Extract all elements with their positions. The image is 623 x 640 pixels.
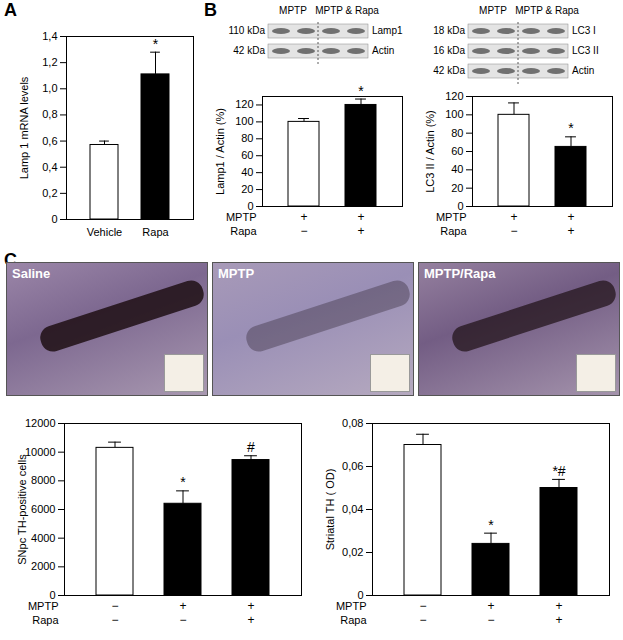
svg-text:4000: 4000 <box>31 532 55 544</box>
svg-text:#: # <box>247 439 255 455</box>
svg-text:Actin: Actin <box>572 65 594 76</box>
html-text:MPTP/Rapa: MPTP/Rapa <box>424 266 496 281</box>
svg-text:10000: 10000 <box>25 446 56 458</box>
svg-text:Lamp 1 mRNA levels: Lamp 1 mRNA levels <box>18 76 30 179</box>
svg-text:18 kDa: 18 kDa <box>433 25 465 36</box>
svg-text:Striatal TH ( OD): Striatal TH ( OD) <box>324 469 336 551</box>
svg-text:0,2: 0,2 <box>42 187 57 199</box>
svg-text:−: − <box>300 224 307 238</box>
svg-text:0,04: 0,04 <box>342 503 363 515</box>
svg-text:Lamp1: Lamp1 <box>372 25 403 36</box>
svg-text:MPTP: MPTP <box>436 211 467 223</box>
svg-text:120: 120 <box>235 98 253 110</box>
svg-text:+: + <box>510 210 517 224</box>
svg-text:−: − <box>510 224 517 238</box>
svg-text:−: − <box>111 613 118 627</box>
svg-text:0,02: 0,02 <box>342 546 363 558</box>
svg-text:0,06: 0,06 <box>342 460 363 472</box>
svg-text:+: + <box>247 613 254 627</box>
svg-text:12000: 12000 <box>25 417 56 429</box>
svg-text:*: * <box>568 120 574 136</box>
svg-text:*: * <box>488 517 494 533</box>
svg-text:+: + <box>555 613 562 627</box>
svg-text:Rapa: Rapa <box>340 614 367 626</box>
svg-text:LC3 I: LC3 I <box>572 25 596 36</box>
svg-text:+: + <box>567 224 574 238</box>
svg-text:*: * <box>180 474 186 490</box>
svg-text:120: 120 <box>445 90 463 102</box>
svg-text:+: + <box>179 599 186 613</box>
svg-text:0,6: 0,6 <box>42 135 57 147</box>
svg-text:MPTP & Rapa: MPTP & Rapa <box>515 5 579 16</box>
html-text:B: B <box>204 0 217 20</box>
html-text:Saline: Saline <box>12 266 51 281</box>
svg-text:60: 60 <box>451 145 463 157</box>
svg-text:+: + <box>357 224 364 238</box>
html-text:A: A <box>4 0 17 20</box>
svg-text:MPTP & Rapa: MPTP & Rapa <box>315 5 379 16</box>
svg-text:Vehicle: Vehicle <box>87 226 122 238</box>
html-text:C: C <box>4 250 17 270</box>
svg-text:Lamp1 / Actin (%): Lamp1 / Actin (%) <box>214 108 226 195</box>
svg-text:0: 0 <box>457 200 464 212</box>
svg-text:−: − <box>179 613 186 627</box>
svg-text:20: 20 <box>451 182 463 194</box>
svg-text:Rapa: Rapa <box>32 614 59 626</box>
svg-text:8000: 8000 <box>31 474 55 486</box>
svg-text:Rapa: Rapa <box>142 226 169 238</box>
svg-text:6000: 6000 <box>31 503 55 515</box>
svg-text:MPTP: MPTP <box>226 211 257 223</box>
svg-text:1,0: 1,0 <box>42 82 57 94</box>
html-text:MPTP: MPTP <box>218 266 255 281</box>
svg-text:1,4: 1,4 <box>42 30 57 42</box>
svg-text:Actin: Actin <box>372 45 394 56</box>
svg-text:−: − <box>419 599 426 613</box>
svg-text:*#: *# <box>552 463 565 479</box>
svg-text:MPTP: MPTP <box>279 5 307 16</box>
svg-text:+: + <box>247 599 254 613</box>
svg-text:0: 0 <box>51 213 57 225</box>
svg-text:0,4: 0,4 <box>42 161 57 173</box>
svg-text:0,08: 0,08 <box>342 417 363 429</box>
svg-text:16 kDa: 16 kDa <box>433 45 465 56</box>
svg-text:80: 80 <box>451 127 463 139</box>
svg-text:MPTP: MPTP <box>479 5 507 16</box>
svg-text:MPTP: MPTP <box>336 600 367 612</box>
svg-text:−: − <box>487 613 494 627</box>
svg-text:0: 0 <box>357 589 364 601</box>
svg-text:42 kDa: 42 kDa <box>233 45 265 56</box>
svg-text:20: 20 <box>241 183 253 195</box>
svg-text:+: + <box>567 210 574 224</box>
svg-text:−: − <box>419 613 426 627</box>
svg-text:Rapa: Rapa <box>440 225 467 237</box>
svg-text:1,2: 1,2 <box>42 56 57 68</box>
svg-text:0: 0 <box>247 200 254 212</box>
svg-text:+: + <box>487 599 494 613</box>
svg-text:+: + <box>555 599 562 613</box>
svg-text:100: 100 <box>445 108 463 120</box>
svg-text:MPTP: MPTP <box>28 600 59 612</box>
svg-text:40: 40 <box>451 163 463 175</box>
svg-text:40: 40 <box>241 166 253 178</box>
svg-text:60: 60 <box>241 149 253 161</box>
svg-text:*: * <box>153 36 159 52</box>
svg-text:80: 80 <box>241 132 253 144</box>
svg-text:SNpc TH-positive cells: SNpc TH-positive cells <box>16 454 28 565</box>
svg-text:+: + <box>300 210 307 224</box>
svg-text:42 kDa: 42 kDa <box>433 65 465 76</box>
svg-text:110 kDa: 110 kDa <box>228 25 265 36</box>
svg-text:LC3 II / Actin (%): LC3 II / Actin (%) <box>424 110 436 193</box>
svg-text:+: + <box>357 210 364 224</box>
svg-text:LC3 II: LC3 II <box>572 45 599 56</box>
svg-text:Rapa: Rapa <box>230 225 257 237</box>
svg-text:0,8: 0,8 <box>42 108 57 120</box>
svg-text:100: 100 <box>235 115 253 127</box>
svg-text:0: 0 <box>49 589 56 601</box>
svg-text:−: − <box>111 599 118 613</box>
svg-text:2000: 2000 <box>31 560 55 572</box>
